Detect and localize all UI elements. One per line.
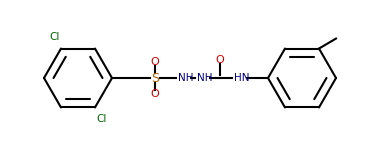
Text: O: O — [151, 57, 159, 67]
Text: O: O — [151, 89, 159, 99]
Text: NH: NH — [178, 73, 194, 83]
Text: Cl: Cl — [49, 32, 59, 42]
Text: O: O — [215, 55, 224, 65]
Text: S: S — [151, 71, 159, 85]
Text: HN: HN — [234, 73, 250, 83]
Text: NH: NH — [197, 73, 212, 83]
Text: Cl: Cl — [97, 114, 107, 124]
